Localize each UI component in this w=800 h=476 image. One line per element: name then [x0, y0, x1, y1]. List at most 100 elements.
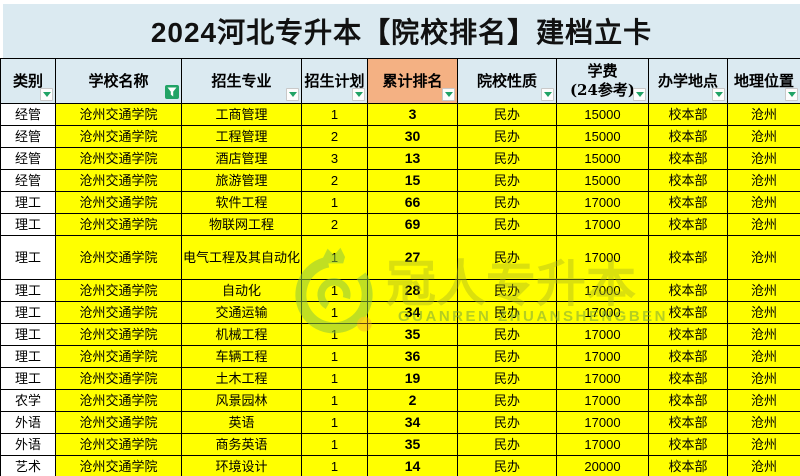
cell-r11-c1[interactable]: 沧州交通学院	[55, 367, 182, 390]
cell-r6-c2[interactable]: 电气工程及其自动化	[181, 235, 302, 280]
cell-r14-c5[interactable]: 民办	[457, 433, 557, 456]
cell-r11-c6[interactable]: 17000	[556, 367, 649, 390]
filter-dropdown-button[interactable]	[352, 88, 365, 101]
cell-r6-c4[interactable]: 27	[367, 235, 458, 280]
cell-r4-c6[interactable]: 17000	[556, 191, 649, 214]
cell-r13-c3[interactable]: 1	[301, 411, 368, 434]
cell-r0-c7[interactable]: 校本部	[648, 103, 728, 126]
cell-r8-c2[interactable]: 交通运输	[181, 301, 302, 324]
cell-r9-c3[interactable]: 1	[301, 323, 368, 346]
cell-r11-c5[interactable]: 民办	[457, 367, 557, 390]
cell-r4-c4[interactable]: 66	[367, 191, 458, 214]
cell-r11-c7[interactable]: 校本部	[648, 367, 728, 390]
cell-r11-c2[interactable]: 土木工程	[181, 367, 302, 390]
cell-r10-c0[interactable]: 理工	[0, 345, 56, 368]
cell-r14-c7[interactable]: 校本部	[648, 433, 728, 456]
cell-r3-c4[interactable]: 15	[367, 169, 458, 192]
cell-r7-c6[interactable]: 17000	[556, 279, 649, 302]
cell-r7-c5[interactable]: 民办	[457, 279, 557, 302]
cell-r12-c8[interactable]: 沧州	[727, 389, 800, 412]
cell-r7-c7[interactable]: 校本部	[648, 279, 728, 302]
filter-dropdown-button[interactable]	[712, 88, 725, 101]
cell-r1-c3[interactable]: 2	[301, 125, 368, 148]
cell-r10-c7[interactable]: 校本部	[648, 345, 728, 368]
cell-r3-c6[interactable]: 15000	[556, 169, 649, 192]
cell-r10-c6[interactable]: 17000	[556, 345, 649, 368]
cell-r1-c4[interactable]: 30	[367, 125, 458, 148]
cell-r5-c6[interactable]: 17000	[556, 213, 649, 236]
cell-r12-c2[interactable]: 风景园林	[181, 389, 302, 412]
cell-r2-c6[interactable]: 15000	[556, 147, 649, 170]
filter-dropdown-button[interactable]	[633, 88, 646, 101]
cell-r7-c8[interactable]: 沧州	[727, 279, 800, 302]
cell-r13-c7[interactable]: 校本部	[648, 411, 728, 434]
cell-r5-c2[interactable]: 物联网工程	[181, 213, 302, 236]
cell-r12-c5[interactable]: 民办	[457, 389, 557, 412]
cell-r10-c4[interactable]: 36	[367, 345, 458, 368]
cell-r12-c3[interactable]: 1	[301, 389, 368, 412]
cell-r13-c2[interactable]: 英语	[181, 411, 302, 434]
cell-r11-c0[interactable]: 理工	[0, 367, 56, 390]
cell-r0-c3[interactable]: 1	[301, 103, 368, 126]
cell-r0-c6[interactable]: 15000	[556, 103, 649, 126]
cell-r2-c2[interactable]: 酒店管理	[181, 147, 302, 170]
cell-r14-c1[interactable]: 沧州交通学院	[55, 433, 182, 456]
cell-r7-c2[interactable]: 自动化	[181, 279, 302, 302]
cell-r15-c0[interactable]: 艺术	[0, 455, 56, 476]
cell-r12-c4[interactable]: 2	[367, 389, 458, 412]
cell-r9-c4[interactable]: 35	[367, 323, 458, 346]
cell-r4-c5[interactable]: 民办	[457, 191, 557, 214]
cell-r1-c0[interactable]: 经管	[0, 125, 56, 148]
cell-r8-c4[interactable]: 34	[367, 301, 458, 324]
cell-r14-c2[interactable]: 商务英语	[181, 433, 302, 456]
cell-r8-c8[interactable]: 沧州	[727, 301, 800, 324]
cell-r2-c4[interactable]: 13	[367, 147, 458, 170]
cell-r0-c8[interactable]: 沧州	[727, 103, 800, 126]
cell-r12-c0[interactable]: 农学	[0, 389, 56, 412]
cell-r3-c7[interactable]: 校本部	[648, 169, 728, 192]
cell-r6-c7[interactable]: 校本部	[648, 235, 728, 280]
cell-r8-c6[interactable]: 17000	[556, 301, 649, 324]
cell-r15-c5[interactable]: 民办	[457, 455, 557, 476]
cell-r6-c5[interactable]: 民办	[457, 235, 557, 280]
cell-r5-c8[interactable]: 沧州	[727, 213, 800, 236]
cell-r15-c4[interactable]: 14	[367, 455, 458, 476]
cell-r3-c8[interactable]: 沧州	[727, 169, 800, 192]
cell-r2-c1[interactable]: 沧州交通学院	[55, 147, 182, 170]
cell-r1-c7[interactable]: 校本部	[648, 125, 728, 148]
cell-r7-c0[interactable]: 理工	[0, 279, 56, 302]
cell-r14-c6[interactable]: 17000	[556, 433, 649, 456]
cell-r0-c4[interactable]: 3	[367, 103, 458, 126]
cell-r6-c0[interactable]: 理工	[0, 235, 56, 280]
cell-r15-c3[interactable]: 1	[301, 455, 368, 476]
cell-r8-c3[interactable]: 1	[301, 301, 368, 324]
cell-r0-c1[interactable]: 沧州交通学院	[55, 103, 182, 126]
cell-r0-c5[interactable]: 民办	[457, 103, 557, 126]
cell-r8-c5[interactable]: 民办	[457, 301, 557, 324]
cell-r5-c1[interactable]: 沧州交通学院	[55, 213, 182, 236]
cell-r8-c0[interactable]: 理工	[0, 301, 56, 324]
cell-r13-c4[interactable]: 34	[367, 411, 458, 434]
cell-r13-c6[interactable]: 17000	[556, 411, 649, 434]
cell-r11-c3[interactable]: 1	[301, 367, 368, 390]
cell-r12-c1[interactable]: 沧州交通学院	[55, 389, 182, 412]
cell-r7-c1[interactable]: 沧州交通学院	[55, 279, 182, 302]
cell-r7-c4[interactable]: 28	[367, 279, 458, 302]
cell-r15-c1[interactable]: 沧州交通学院	[55, 455, 182, 476]
cell-r3-c5[interactable]: 民办	[457, 169, 557, 192]
cell-r5-c3[interactable]: 2	[301, 213, 368, 236]
filter-dropdown-button[interactable]	[40, 88, 53, 101]
cell-r10-c1[interactable]: 沧州交通学院	[55, 345, 182, 368]
cell-r2-c0[interactable]: 经管	[0, 147, 56, 170]
filter-applied-icon[interactable]	[165, 85, 179, 99]
cell-r9-c8[interactable]: 沧州	[727, 323, 800, 346]
cell-r13-c1[interactable]: 沧州交通学院	[55, 411, 182, 434]
cell-r5-c5[interactable]: 民办	[457, 213, 557, 236]
filter-dropdown-button[interactable]	[286, 88, 299, 101]
cell-r2-c7[interactable]: 校本部	[648, 147, 728, 170]
cell-r5-c7[interactable]: 校本部	[648, 213, 728, 236]
cell-r6-c6[interactable]: 17000	[556, 235, 649, 280]
cell-r2-c5[interactable]: 民办	[457, 147, 557, 170]
cell-r12-c7[interactable]: 校本部	[648, 389, 728, 412]
cell-r13-c5[interactable]: 民办	[457, 411, 557, 434]
